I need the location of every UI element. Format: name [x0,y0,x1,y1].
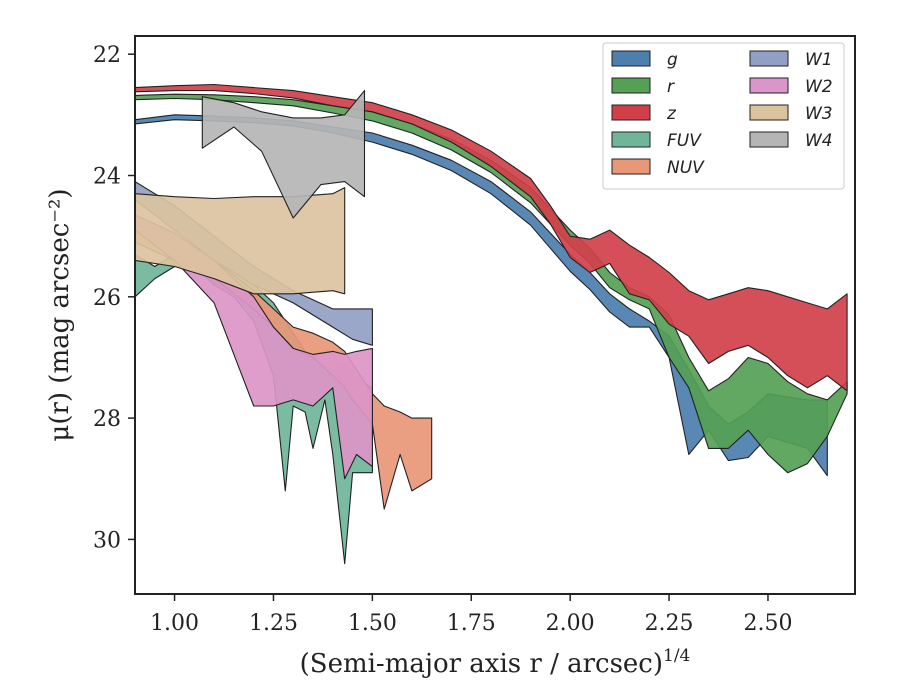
axis-ticks: 1.00 1.25 1.50 1.75 2.00 2.25 2.50 22 24 26 28 30 [93,43,792,636]
legend-label-w4: W4 [805,131,833,151]
legend-swatch-w2 [749,77,789,94]
legend-swatch-z [611,104,651,121]
x-tick-label: 2.25 [645,611,694,636]
x-tick-label: 1.25 [249,611,298,636]
legend-swatch-fuv [611,131,651,148]
x-tick-label: 1.00 [150,611,199,636]
legend-label-fuv: FUV [667,131,702,151]
band-w4 [201,90,366,219]
x-tick-label: 2.00 [546,611,595,636]
legend-label-r: r [667,77,675,97]
legend-label-w2: W2 [805,77,833,97]
y-axis-label: μ(r) (mag arcsec⁻²) [45,188,75,441]
x-axis-label: (Semi-major axis r / arcsec)1/4 [300,646,691,679]
legend-label-g: g [667,50,678,70]
legend-swatch-g [611,50,651,67]
x-tick-label: 2.50 [743,611,792,636]
legend-label-w3: W3 [805,104,833,124]
x-tick-label: 1.50 [348,611,397,636]
y-tick-label: 26 [93,286,121,311]
legend-swatch-nuv [611,158,651,175]
legend-label-nuv: NUV [667,158,705,178]
legend-swatch-w3 [749,104,789,121]
legend-label-w1: W1 [805,50,833,70]
y-tick-label: 28 [93,407,121,432]
x-tick-label: 1.75 [447,611,496,636]
legend-label-z: z [666,104,677,124]
band-w2 [135,214,373,480]
y-tick-label: 24 [93,165,121,190]
series-areas [135,83,848,565]
y-tick-label: 30 [93,528,121,553]
plot-frame [134,35,856,595]
band-w3 [135,187,346,295]
y-tick-label: 22 [93,43,121,68]
legend-swatch-w4 [749,131,789,148]
legend-swatch-w1 [749,50,789,67]
band-z [135,83,848,392]
legend: grz FUV NUV W1 W2 W3 W4 [602,42,845,190]
legend-swatch-r [611,77,651,94]
